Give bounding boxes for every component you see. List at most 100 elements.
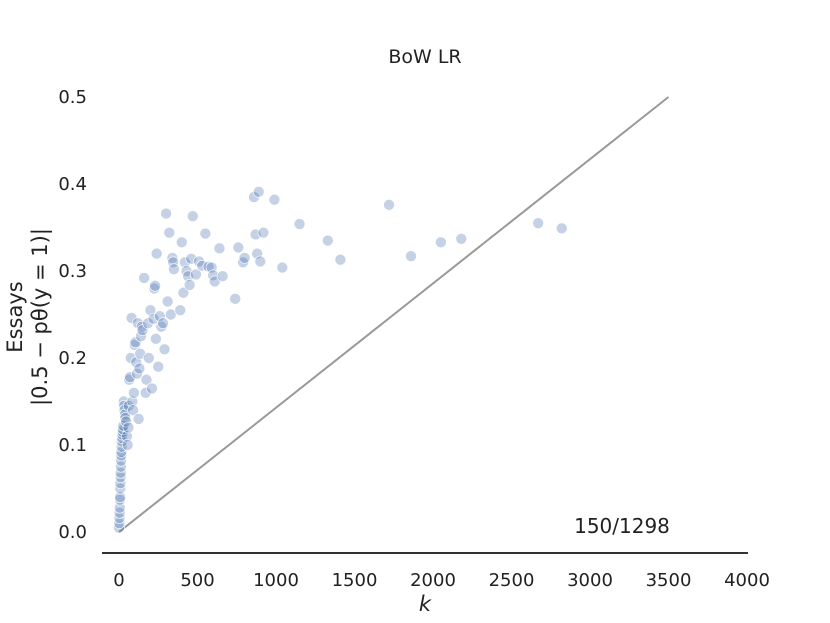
scatter-point [177, 286, 190, 299]
scatter-point [174, 304, 187, 316]
scatter-point [122, 421, 135, 434]
x-tick-label: 1500 [332, 570, 378, 591]
scatter-point [213, 242, 226, 255]
y-tick-label: 0.0 [58, 522, 87, 543]
scatter-point [182, 270, 194, 283]
scatter-point [121, 430, 133, 443]
count-annotation: 150/1298 [574, 514, 670, 538]
scatter-point [185, 253, 198, 265]
scatter-point [149, 279, 161, 292]
scatter-point [163, 226, 176, 239]
scatter-point [135, 320, 148, 333]
scatter-point [120, 415, 132, 428]
scatter-point [161, 295, 174, 308]
x-tick-label: 1000 [253, 570, 299, 591]
scatter-point [114, 494, 126, 506]
scatter-point [152, 360, 165, 373]
scatter-point [138, 272, 150, 284]
scatter-point [119, 412, 132, 424]
scatter-point [157, 317, 169, 330]
y-axis-label: Essays |0.5 − pθ(y = 1)| [3, 228, 53, 406]
x-tick-label: 2000 [410, 570, 456, 591]
scatter-points [113, 186, 568, 534]
scatter-point [179, 256, 191, 269]
scatter-point [276, 261, 289, 274]
scatter-point [216, 270, 229, 283]
scatter-point [257, 226, 270, 239]
scatter-point [166, 252, 179, 264]
reference-diagonal-line [118, 96, 670, 533]
scatter-point [168, 263, 180, 276]
scatter-point [190, 268, 202, 281]
scatter-point [555, 222, 568, 235]
scatter-point [158, 343, 171, 356]
scatter-point [383, 199, 395, 211]
scatter-point [144, 304, 157, 316]
scatter-point [322, 234, 334, 247]
scatter-point [183, 279, 196, 291]
x-tick-labels: 0 500 1000 1500 2000 2500 3000 3500 4000 [113, 570, 770, 591]
scatter-point [249, 228, 262, 241]
scatter-point [115, 449, 127, 462]
y-tick-label: 0.2 [58, 348, 87, 369]
y-axis-label-line-1: Essays [3, 281, 27, 352]
scatter-point [293, 218, 306, 230]
scatter-point [232, 241, 245, 254]
x-tick-label: 0 [113, 570, 124, 591]
scatter-point [126, 395, 139, 408]
scatter-point [124, 371, 136, 383]
scatter-point [127, 404, 139, 417]
scatter-point [121, 439, 134, 451]
y-tick-label: 0.1 [58, 435, 87, 456]
x-tick-label: 3500 [646, 570, 692, 591]
scatter-point [251, 247, 263, 260]
scatter-point [532, 217, 544, 229]
scatter-point [160, 207, 172, 220]
scatter-point [113, 521, 125, 534]
scatter-point [146, 382, 158, 395]
scatter-point [115, 460, 127, 473]
scatter-point [186, 210, 199, 222]
scatter-point [150, 333, 162, 345]
scatter-point [150, 247, 163, 260]
scatter-point [238, 252, 251, 264]
scatter-point [199, 227, 212, 240]
scatter-point [114, 491, 126, 504]
scatter-point [254, 255, 267, 268]
x-tick-label: 3000 [567, 570, 613, 591]
y-tick-label: 0.4 [58, 174, 87, 195]
y-axis-label-line-2: |0.5 − pθ(y = 1)| [28, 228, 53, 406]
scatter-point [147, 313, 160, 325]
x-tick-label: 4000 [724, 570, 770, 591]
scatter-point [114, 467, 127, 479]
scatter-point [165, 308, 177, 321]
y-tick-label: 0.5 [58, 87, 87, 108]
chart-title: BoW LR [388, 46, 461, 68]
scatter-point [143, 352, 155, 364]
y-tick-labels: 0.0 0.1 0.2 0.3 0.4 0.5 [58, 87, 87, 543]
scatter-point [128, 386, 140, 399]
scatter-point [132, 413, 145, 425]
y-tick-label: 0.3 [58, 261, 87, 282]
scatter-point [268, 193, 281, 206]
scatter-point [139, 386, 152, 399]
scatter-point [140, 373, 153, 386]
scatter-point [130, 356, 143, 369]
scatter-point [133, 362, 146, 375]
scatter-point [176, 236, 188, 249]
scatter-point [229, 293, 241, 305]
scatter-point [237, 256, 249, 269]
scatter-point [435, 236, 447, 249]
scatter-point [455, 233, 468, 245]
x-tick-label: 500 [180, 570, 214, 591]
scatter-point [196, 259, 209, 272]
scatter-point [117, 395, 130, 408]
x-axis-label: k [419, 592, 432, 616]
scatter-point [114, 477, 127, 490]
scatter-point [334, 253, 347, 266]
scatter-point [114, 471, 127, 483]
scatter-point [405, 250, 417, 263]
scatter-point [252, 186, 265, 198]
x-tick-label: 2500 [489, 570, 535, 591]
